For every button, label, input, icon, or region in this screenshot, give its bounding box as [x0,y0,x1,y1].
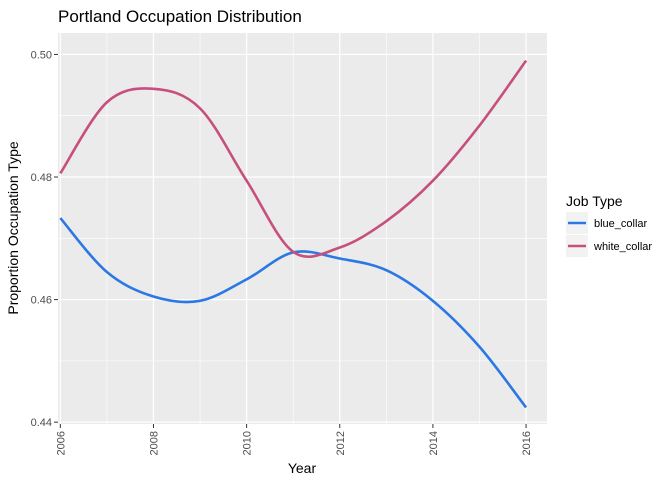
legend: Job Type blue_collar white_collar [566,193,652,257]
y-tick-label: 0.48 [31,172,52,184]
y-tick-label: 0.44 [31,417,52,429]
y-axis: 0.44 0.46 0.48 0.50 [31,49,58,429]
plot-panel [58,33,547,424]
legend-label: blue_collar [594,218,648,230]
x-tick-label: 2016 [521,431,533,455]
x-tick-label: 2006 [55,431,67,455]
x-axis: 2006 2008 2010 2012 2014 2016 [55,424,533,455]
minor-gridlines [58,33,547,424]
y-axis-title: Proportion Occupation Type [5,141,21,315]
x-tick-label: 2010 [242,431,254,455]
series-lines [59,59,528,409]
x-axis-title: Year [288,460,317,476]
x-tick-label: 2014 [428,431,440,455]
y-tick-label: 0.50 [31,49,52,61]
legend-label: white_collar [593,241,652,253]
chart-title: Portland Occupation Distribution [58,7,302,26]
y-tick-label: 0.46 [31,295,52,307]
major-gridlines [58,33,547,424]
x-tick-label: 2008 [148,431,160,455]
x-tick-label: 2012 [335,431,347,455]
series-line-white-collar [59,59,528,258]
legend-title: Job Type [566,193,623,209]
